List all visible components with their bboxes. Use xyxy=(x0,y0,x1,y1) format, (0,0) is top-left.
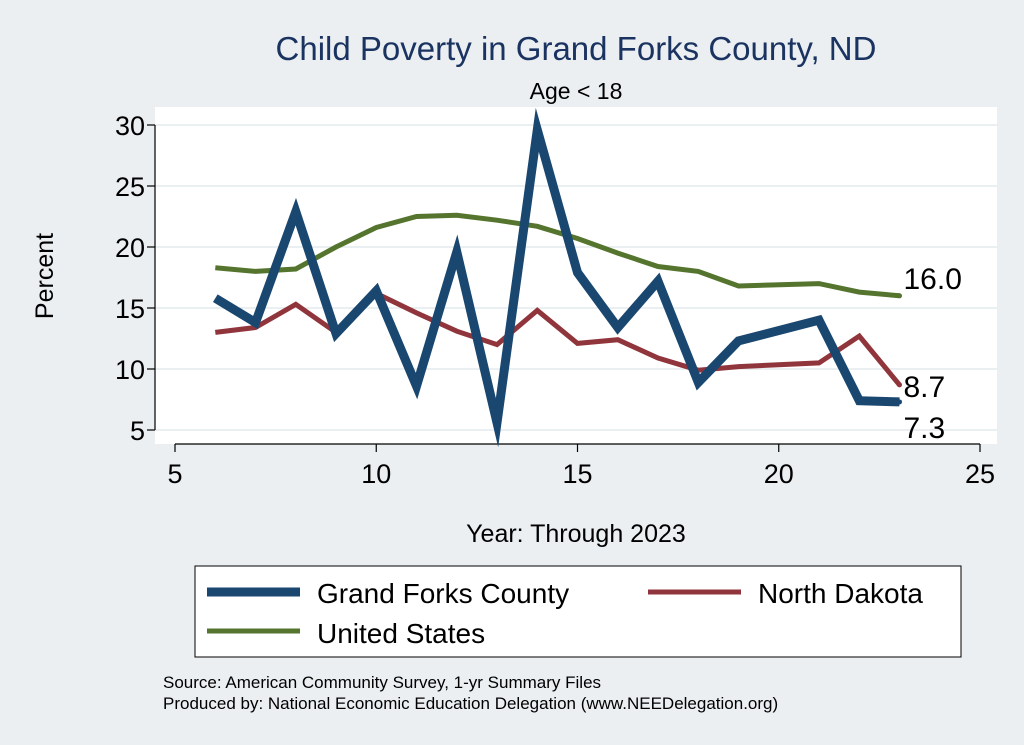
y-tick-label-25: 25 xyxy=(115,172,145,202)
chart-title: Child Poverty in Grand Forks County, ND xyxy=(276,30,877,67)
x-tick-label-25: 25 xyxy=(965,459,995,489)
x-tick-label-15: 15 xyxy=(562,459,592,489)
y-tick-label-10: 10 xyxy=(115,355,145,385)
end-label-grand-forks-county: 7.3 xyxy=(904,412,946,445)
series-line-united-states xyxy=(215,212,900,299)
series-end-point-united-states xyxy=(897,293,902,299)
series-group xyxy=(212,107,902,448)
legend-label-north-dakota: North Dakota xyxy=(758,578,923,609)
end-label-united-states: 16.0 xyxy=(904,263,962,296)
y-axis-label: Percent xyxy=(31,233,59,319)
legend-label-united-states: United States xyxy=(317,618,485,649)
y-tick-label-15: 15 xyxy=(115,294,145,324)
end-labels: 7.3 8.7 16.0 xyxy=(904,263,962,445)
x-tick-label-20: 20 xyxy=(764,459,794,489)
y-tick-label-20: 20 xyxy=(115,233,145,263)
producer-note: Produced by: National Economic Education… xyxy=(163,694,778,713)
end-label-north-dakota: 8.7 xyxy=(904,371,946,404)
x-axis-label: Year: Through 2023 xyxy=(466,520,686,548)
legend: Grand Forks County North Dakota United S… xyxy=(194,565,962,658)
series-line-north-dakota xyxy=(214,290,902,387)
axes: 5 10 15 20 25 30 5 10 15 20 25 xyxy=(115,111,995,489)
legend-label-grand-forks: Grand Forks County xyxy=(317,578,569,609)
y-tick-label-5: 5 xyxy=(130,416,145,446)
series-end-point-north-dakota xyxy=(897,382,902,388)
chart-subtitle: Age < 18 xyxy=(530,78,623,104)
series-line-grand-forks-county xyxy=(212,107,900,448)
x-tick-label-5: 5 xyxy=(167,459,182,489)
x-tick-label-10: 10 xyxy=(361,459,391,489)
source-note: Source: American Community Survey, 1-yr … xyxy=(163,673,601,692)
grid xyxy=(155,124,997,431)
series-end-point-grand-forks-county xyxy=(897,399,902,405)
legend-box xyxy=(194,565,962,658)
y-tick-label-30: 30 xyxy=(115,111,145,141)
